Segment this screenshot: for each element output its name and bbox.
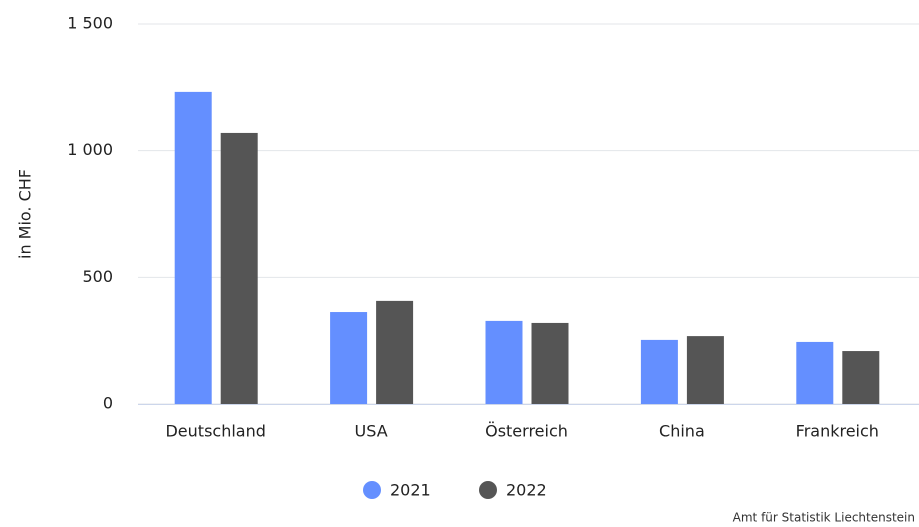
bar bbox=[376, 300, 414, 404]
bar bbox=[330, 312, 368, 404]
x-tick-label: USA bbox=[355, 422, 388, 441]
y-tick-label: 1 000 bbox=[67, 140, 113, 159]
bar bbox=[640, 339, 678, 404]
legend-label: 2021 bbox=[390, 481, 431, 500]
legend-label: 2022 bbox=[506, 481, 547, 500]
x-tick-label: Deutschland bbox=[165, 422, 265, 441]
y-tick-label: 0 bbox=[103, 394, 113, 413]
x-tick-label: Österreich bbox=[485, 422, 568, 441]
y-tick-label: 1 500 bbox=[67, 14, 113, 33]
bar bbox=[686, 336, 724, 404]
x-tick-label: Frankreich bbox=[796, 422, 879, 441]
bar bbox=[485, 320, 523, 404]
y-axis-label: in Mio. CHF bbox=[16, 169, 35, 259]
bar bbox=[842, 351, 880, 404]
bar bbox=[531, 322, 569, 404]
y-tick-label: 500 bbox=[82, 267, 113, 286]
x-tick-label: China bbox=[659, 422, 705, 441]
legend-marker bbox=[479, 481, 497, 499]
bar bbox=[220, 132, 258, 404]
bar bbox=[174, 91, 212, 404]
legend-marker bbox=[363, 481, 381, 499]
bar bbox=[796, 341, 834, 404]
credit: Amt für Statistik Liechtenstein bbox=[733, 511, 915, 525]
